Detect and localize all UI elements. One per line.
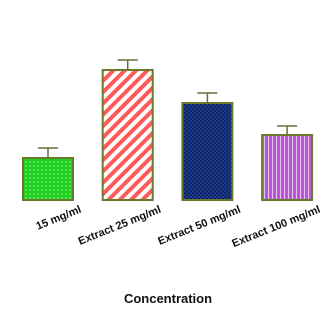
x-tick-label: Extract 50 mg/ml	[156, 204, 242, 248]
x-tick-label: Extract 100 mg/ml	[230, 204, 320, 250]
bar	[181, 102, 234, 201]
bar	[101, 69, 154, 201]
bar	[261, 134, 314, 201]
x-tick-label: Extract 25 mg/ml	[77, 204, 163, 248]
bar	[22, 157, 74, 201]
x-axis-label: Concentration	[124, 291, 212, 306]
x-tick-label: 15 mg/ml	[34, 204, 83, 233]
